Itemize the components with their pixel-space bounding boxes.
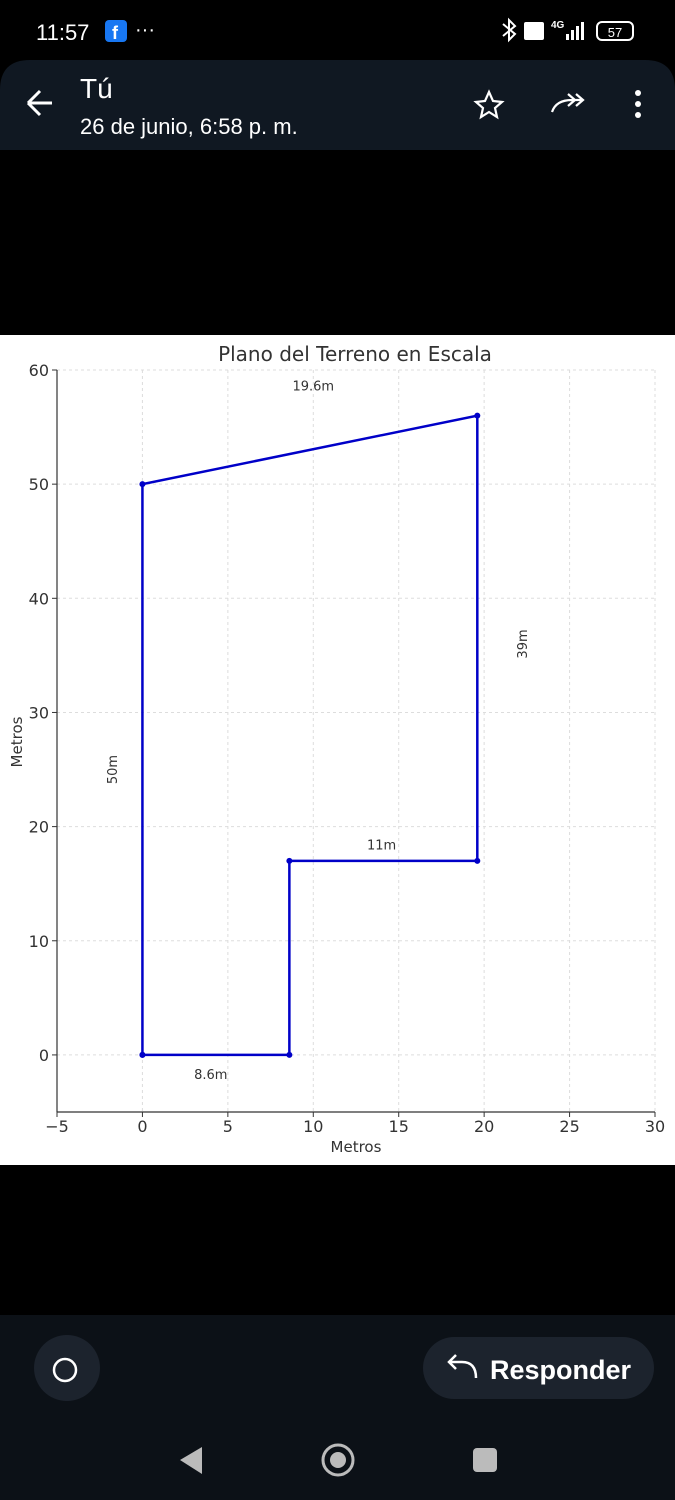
status-time: 11:57 — [36, 20, 89, 45]
chart-image — [0, 335, 675, 1165]
reply-icon — [447, 1354, 478, 1379]
chart-title: Plano del Terreno en Escala — [218, 342, 492, 366]
x-tick-label: 25 — [559, 1117, 579, 1136]
reply-button[interactable] — [423, 1337, 654, 1399]
y-tick-label: 60 — [29, 361, 49, 380]
emoji-button[interactable] — [34, 1335, 100, 1401]
network-icon: 4G — [551, 20, 565, 31]
header-bar — [0, 60, 675, 150]
y-tick-label: 10 — [29, 932, 49, 951]
star-button[interactable] — [473, 89, 505, 120]
emoji-icon — [52, 1357, 78, 1383]
y-tick-label: 40 — [29, 589, 49, 608]
battery-icon — [596, 21, 634, 41]
y-tick-label: 30 — [29, 703, 49, 722]
bluetooth-icon — [502, 17, 517, 43]
nav-back[interactable] — [180, 1447, 202, 1474]
y-axis-label: Metros — [8, 716, 26, 767]
annotation: 11m — [367, 839, 396, 854]
signal-icon — [566, 22, 584, 40]
vertex — [474, 857, 481, 864]
battery-level: 57 — [608, 25, 622, 40]
x-tick-label: 0 — [137, 1117, 147, 1136]
menu-button[interactable] — [635, 90, 641, 118]
facebook-icon — [105, 20, 127, 42]
reply-label: Responder — [490, 1355, 632, 1385]
annotation: 39m — [516, 629, 531, 658]
back-button[interactable] — [26, 89, 52, 117]
plot: −5 0 5 10 15 20 25 30 0 10 20 30 40 50 60 19.6m 50m 39m 11… — [29, 361, 666, 1136]
status-more: ··· — [135, 19, 155, 41]
annotation: 19.6m — [292, 380, 334, 395]
facebook-icon-f: f — [112, 23, 119, 43]
x-tick-label: 15 — [389, 1117, 409, 1136]
x-tick-label: 20 — [474, 1117, 494, 1136]
x-axis-label: Metros — [331, 1138, 382, 1156]
x-tick-label: 5 — [223, 1117, 233, 1136]
forward-button[interactable] — [550, 93, 585, 113]
annotation: 8.6m — [194, 1068, 227, 1083]
nav-recents[interactable] — [473, 1448, 497, 1472]
header-title: Tú — [80, 73, 113, 104]
x-tick-label: −5 — [45, 1117, 69, 1136]
x-tick-label: 10 — [303, 1117, 323, 1136]
nav-home-dot — [330, 1452, 346, 1468]
y-tick-label: 50 — [29, 475, 49, 494]
annotation: 50m — [106, 755, 121, 784]
x-tick-label: 30 — [645, 1117, 665, 1136]
y-tick-label: 0 — [39, 1046, 49, 1065]
vertex — [286, 857, 293, 864]
vertex — [139, 1051, 146, 1058]
nav-home[interactable] — [321, 1443, 355, 1477]
vertex — [286, 1051, 293, 1058]
header-subtitle: 26 de junio, 6:58 p. m. — [80, 114, 298, 139]
y-tick-label: 20 — [29, 818, 49, 837]
vertex — [139, 481, 146, 488]
volte-icon — [524, 22, 544, 40]
vertex — [474, 412, 481, 419]
